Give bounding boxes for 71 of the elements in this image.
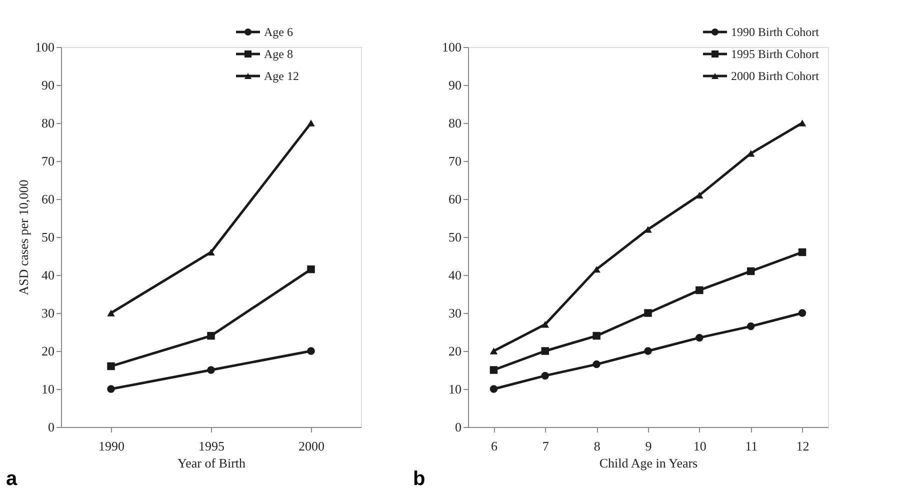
point xyxy=(490,348,498,354)
y-tick-label: 10 xyxy=(42,382,54,396)
y-tick-label: 40 xyxy=(448,268,462,282)
point xyxy=(696,286,704,294)
y-tick-label: 80 xyxy=(42,116,54,130)
legend-label: Age 8 xyxy=(264,47,293,61)
point xyxy=(592,360,600,368)
point xyxy=(746,322,755,330)
x-tick-label: 10 xyxy=(693,438,706,454)
point xyxy=(696,334,704,342)
y-tick-label: 0 xyxy=(455,420,462,434)
text: a xyxy=(6,468,18,490)
x-tick-label: 6 xyxy=(490,438,498,454)
legend-label: Age 6 xyxy=(264,25,293,39)
y-tick-label: 20 xyxy=(448,344,462,358)
x-tick-label: 12 xyxy=(796,438,810,454)
y-tick-label: 30 xyxy=(42,306,54,320)
point xyxy=(307,120,315,126)
legend-label: 1990 Birth Cohort xyxy=(731,25,820,39)
point xyxy=(490,366,498,374)
point xyxy=(107,310,115,316)
legend-label: Age 12 xyxy=(264,69,299,83)
y-tick-label: 30 xyxy=(448,306,462,320)
point xyxy=(541,347,550,355)
legend-label: 2000 Birth Cohort xyxy=(731,69,820,83)
point xyxy=(644,309,652,317)
legend-label: 1995 Birth Cohort xyxy=(731,47,820,61)
y-tick-label: 10 xyxy=(448,382,462,396)
point xyxy=(490,385,498,393)
y-tick-label: 50 xyxy=(448,230,462,244)
y-tick-label: 40 xyxy=(42,268,54,282)
point xyxy=(541,372,550,380)
point xyxy=(746,267,755,276)
y-axis-title: ASD cases per 10,000 xyxy=(16,180,31,296)
point xyxy=(696,192,704,199)
point xyxy=(644,347,652,355)
point xyxy=(307,347,315,355)
text: b xyxy=(413,468,426,490)
point xyxy=(592,332,600,340)
point xyxy=(107,362,115,370)
point xyxy=(307,265,315,274)
y-tick-label: 100 xyxy=(35,40,54,54)
y-tick-label: 50 xyxy=(42,230,54,244)
y-tick-label: 60 xyxy=(448,192,462,206)
point xyxy=(798,309,806,317)
point xyxy=(107,385,115,393)
x-tick-label: 8 xyxy=(594,438,600,454)
point xyxy=(798,248,806,256)
x-tick-label: 11 xyxy=(745,438,758,454)
point xyxy=(592,266,600,273)
x-tick-label: 7 xyxy=(542,438,550,454)
point xyxy=(798,120,806,126)
x-axis-title: Child Age in Years xyxy=(599,456,698,470)
point xyxy=(207,332,215,340)
y-tick-label: 60 xyxy=(42,192,54,206)
y-tick-label: 70 xyxy=(448,154,462,168)
point xyxy=(541,321,550,328)
y-tick-label: 0 xyxy=(48,420,54,434)
x-tick-label: 1995 xyxy=(198,438,224,454)
x-tick-label: 1990 xyxy=(98,438,124,454)
point xyxy=(207,366,215,374)
y-tick-label: 90 xyxy=(42,78,54,92)
y-tick-label: 80 xyxy=(448,116,462,130)
y-tick-label: 70 xyxy=(42,154,54,168)
y-tick-label: 90 xyxy=(448,78,462,92)
x-tick-label: 2000 xyxy=(298,438,324,454)
y-tick-label: 100 xyxy=(442,40,462,54)
y-tick-label: 20 xyxy=(42,344,54,358)
x-tick-label: 9 xyxy=(645,438,652,454)
x-axis-title: Year of Birth xyxy=(177,456,246,470)
point xyxy=(207,248,215,256)
